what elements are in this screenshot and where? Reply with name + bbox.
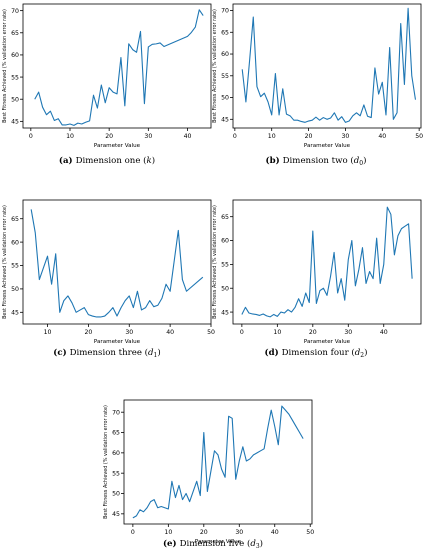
x-tick-label: 10 (44, 329, 52, 336)
x-tick-label: 30 (344, 329, 352, 336)
x-tick-label: 40 (378, 133, 386, 140)
x-tick-label: 20 (105, 133, 113, 140)
x-tick-label: 20 (84, 329, 92, 336)
y-tick-label: 55 (11, 74, 19, 81)
x-tick-label: 0 (131, 529, 135, 536)
y-axis-label: Best Fitness Achieved (% validation erro… (2, 205, 8, 319)
caption-label: (b) (266, 155, 283, 166)
y-tick-label: 55 (221, 73, 229, 80)
y-tick-label: 45 (112, 511, 120, 518)
series-line-1 (34, 9, 204, 126)
panel-caption: (d) Dimension four (d2) (265, 347, 368, 359)
panel-caption: (c) Dimension three (d1) (53, 347, 160, 359)
y-tick-label: 55 (221, 262, 229, 269)
y-tick-label: 45 (221, 309, 229, 316)
plot-frame (123, 399, 313, 525)
x-axis-label: Parameter Value (195, 539, 242, 545)
y-tick-label: 50 (11, 286, 19, 293)
chart-panel-3: 10 20 30 40 50 45 50 55 60 65 Parameter Value Best … (2, 199, 215, 359)
y-tick-label: 45 (11, 119, 19, 126)
y-tick-label: 60 (11, 52, 19, 59)
y-tick-label: 50 (221, 95, 229, 102)
x-tick-label: 30 (144, 133, 152, 140)
plot-frame (22, 199, 212, 325)
series-line-1 (132, 405, 304, 519)
panel-caption: (b) Dimension two (d0) (266, 155, 367, 167)
caption-label: (a) (59, 155, 76, 166)
panel-caption: (a) Dimension one (k) (59, 155, 155, 166)
y-tick-label: 70 (221, 8, 229, 15)
chart-panel-5: 0 10 20 30 40 50 45 50 55 60 65 70 Parameter Value Be… (103, 399, 314, 550)
y-tick-label: 50 (221, 285, 229, 292)
panel-caption: (e) Dimension five (d3) (163, 538, 263, 550)
x-tick-label: 0 (29, 133, 33, 140)
y-tick-label: 55 (112, 470, 120, 477)
y-tick-label: 70 (112, 409, 120, 416)
y-tick-label: 60 (221, 51, 229, 58)
x-tick-label: 20 (200, 529, 208, 536)
plot-frame (232, 199, 422, 325)
plot-frame (22, 3, 212, 129)
y-tick-label: 65 (221, 29, 229, 36)
y-tick-label: 60 (11, 239, 19, 246)
x-tick-label: 50 (306, 529, 314, 536)
x-axis-label: Parameter Value (304, 339, 351, 345)
y-tick-label: 65 (112, 430, 120, 437)
y-tick-label: 50 (11, 96, 19, 103)
series-line-1 (241, 7, 417, 123)
chart-panel-2: 0 10 20 30 40 50 45 50 55 60 65 70 Parameter Value Be… (212, 3, 423, 167)
caption-label: (e) (163, 538, 180, 549)
caption-label: (c) (53, 347, 69, 358)
x-tick-label: 50 (207, 329, 215, 336)
x-tick-label: 10 (268, 133, 276, 140)
series-line-1 (241, 206, 413, 318)
x-tick-label: 10 (66, 133, 74, 140)
y-tick-label: 45 (11, 310, 19, 317)
x-tick-label: 50 (415, 133, 423, 140)
x-tick-label: 40 (271, 529, 279, 536)
x-tick-label: 40 (380, 329, 388, 336)
x-tick-label: 40 (166, 329, 174, 336)
x-tick-label: 10 (273, 329, 281, 336)
caption-label: (d) (265, 347, 282, 358)
x-tick-label: 30 (341, 133, 349, 140)
y-axis-label: Best Fitness Achieved (% validation erro… (103, 405, 109, 519)
y-axis-label: Best Fitness Achieved (% validation erro… (2, 9, 8, 123)
y-tick-label: 45 (221, 116, 229, 123)
y-axis-label: Best Fitness Achieved (% validation erro… (212, 205, 218, 319)
y-tick-label: 50 (112, 491, 120, 498)
x-tick-label: 40 (184, 133, 192, 140)
x-tick-label: 10 (164, 529, 172, 536)
y-tick-label: 60 (112, 450, 120, 457)
x-tick-label: 0 (233, 133, 237, 140)
y-tick-label: 65 (221, 214, 229, 221)
y-tick-label: 65 (11, 30, 19, 37)
x-axis-label: Parameter Value (304, 143, 351, 149)
x-tick-label: 30 (125, 329, 133, 336)
x-axis-label: Parameter Value (94, 339, 141, 345)
x-axis-label: Parameter Value (94, 143, 141, 149)
x-tick-label: 20 (305, 133, 313, 140)
y-tick-label: 65 (11, 216, 19, 223)
chart-panel-1: 0 10 20 30 40 45 50 55 60 65 70 Parameter Value Best… (2, 3, 212, 166)
x-tick-label: 0 (240, 329, 244, 336)
chart-panel-4: 0 10 20 30 40 45 50 55 60 65 Parameter Value Best F… (212, 199, 422, 359)
x-tick-label: 30 (235, 529, 243, 536)
y-tick-label: 60 (221, 238, 229, 245)
plot-frame (232, 3, 422, 129)
y-tick-label: 55 (11, 263, 19, 270)
y-tick-label: 70 (11, 8, 19, 15)
series-line-1 (30, 209, 204, 318)
y-axis-label: Best Fitness Achieved (% validation erro… (212, 9, 218, 123)
x-tick-label: 20 (309, 329, 317, 336)
